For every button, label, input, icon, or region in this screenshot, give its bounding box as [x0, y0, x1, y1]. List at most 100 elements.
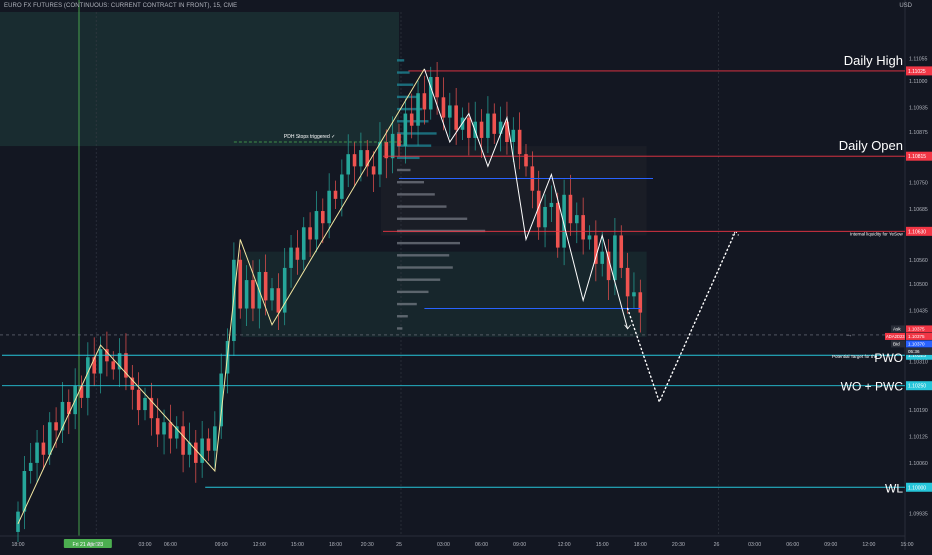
candle-body	[321, 211, 325, 224]
time-tick-label: 03:00	[437, 542, 450, 548]
level-text-label: Daily High	[844, 53, 903, 68]
symbol-tag-text: ADA2D23	[886, 334, 905, 339]
candle-body	[543, 206, 547, 228]
price-tick-label: 1.10935	[909, 105, 928, 111]
level-price-tag	[906, 482, 932, 492]
level-price-tag	[906, 151, 932, 161]
candle-body	[428, 76, 433, 110]
time-tick-label: 09:00	[513, 542, 526, 548]
symbol-tag	[885, 332, 905, 340]
time-tick-label: 06:00	[786, 542, 799, 548]
candle-body	[340, 174, 344, 199]
order-side-tag-text: Ask	[893, 327, 901, 332]
candle-body	[435, 76, 439, 98]
volume-profile-bar	[397, 71, 410, 74]
time-tick-label: 06:00	[164, 542, 177, 548]
candle-body	[79, 385, 84, 398]
volume-profile-bar	[397, 254, 450, 257]
level-price-tag-text: 1.10815	[908, 154, 926, 160]
candle-body	[638, 292, 643, 313]
candle-body	[448, 105, 452, 118]
candle-body	[16, 511, 20, 532]
level-price-tag	[906, 381, 932, 391]
candle-body	[594, 235, 598, 264]
candle-body	[365, 150, 370, 167]
price-tick-label: 1.09935	[909, 512, 928, 518]
volume-profile-bar	[397, 241, 460, 245]
time-tick-label: 15:00	[291, 542, 304, 548]
time-tick-label: 09:00	[824, 542, 837, 548]
level-labels: Daily High Daily Open Internal liquidity f…	[839, 53, 904, 495]
price-tick-label: 1.10875	[909, 130, 928, 136]
price-tick-label: 1.10060	[909, 461, 928, 467]
session-separators	[95, 12, 719, 536]
level-text-label: WL	[885, 481, 903, 495]
candle-body	[467, 117, 471, 138]
volume-profile-bar	[397, 290, 429, 294]
candle-body	[35, 442, 39, 463]
zigzag-yellow	[17, 68, 425, 525]
candle-body	[213, 426, 217, 451]
candle-body	[263, 271, 268, 301]
candle-body	[314, 211, 319, 240]
candle-body	[498, 121, 503, 134]
candle-body	[486, 113, 490, 138]
candle-body	[130, 377, 135, 390]
volume-profile-bar	[397, 302, 417, 306]
candle-body	[111, 361, 116, 370]
level-price-tag-text: 1.10000	[908, 485, 926, 491]
candle-body	[41, 442, 46, 455]
candle-body	[390, 133, 395, 159]
candle-body	[403, 113, 408, 147]
candle-body	[54, 422, 58, 431]
date-highlight-tag	[63, 539, 112, 548]
candle-body	[187, 442, 192, 455]
time-tick-label: 03:00	[139, 542, 152, 548]
candle-body	[276, 288, 281, 313]
candle-body	[384, 141, 389, 159]
candle-body	[295, 247, 300, 260]
candle-body	[200, 438, 204, 463]
candle-body	[219, 373, 223, 427]
time-tick-label: 12:00	[558, 542, 571, 548]
order-side-tag-text: Bid	[893, 342, 900, 347]
candle-body	[86, 357, 90, 398]
candle-body	[422, 93, 427, 110]
candle-body	[67, 401, 71, 415]
currency-label: USD	[899, 3, 912, 9]
candle-body	[301, 227, 306, 260]
time-tick-label: 26	[714, 542, 720, 548]
candle-body	[613, 235, 617, 281]
candle-body	[346, 154, 350, 175]
zigzag-arrowhead	[624, 324, 631, 330]
volume-profile-bar	[397, 83, 414, 86]
volume-profile-bar	[397, 315, 408, 318]
time-tick-label: 25	[396, 542, 402, 548]
volume-profile-bar	[397, 205, 447, 208]
price-axis-panel	[905, 0, 932, 550]
order-side-tag	[891, 325, 905, 333]
candle-body	[536, 190, 541, 228]
price-tick-label: 1.11055	[909, 57, 927, 63]
zigzag-white	[423, 68, 629, 329]
level-price-tag-text: 1.10630	[908, 229, 926, 235]
volume-profile-bar	[397, 144, 432, 147]
candle-body	[619, 235, 624, 268]
candle-body	[98, 349, 103, 374]
candle-body	[244, 280, 249, 309]
time-tick-label: 12:00	[862, 542, 875, 548]
level-price-tag	[906, 350, 932, 360]
time-tick-label: 18:00	[329, 542, 342, 548]
level-text-label: Internal liquidity for YeSow	[850, 231, 904, 236]
candle-body	[333, 190, 338, 199]
volume-profile-bar	[397, 132, 437, 135]
level-price-tag-text: 1.10325	[908, 353, 926, 359]
price-tick-label: 1.10560	[909, 258, 928, 264]
candle-body	[149, 397, 154, 419]
time-tick-label: 03:00	[748, 542, 761, 548]
time-tick-label: Fri 21 Apr '23	[72, 542, 103, 548]
